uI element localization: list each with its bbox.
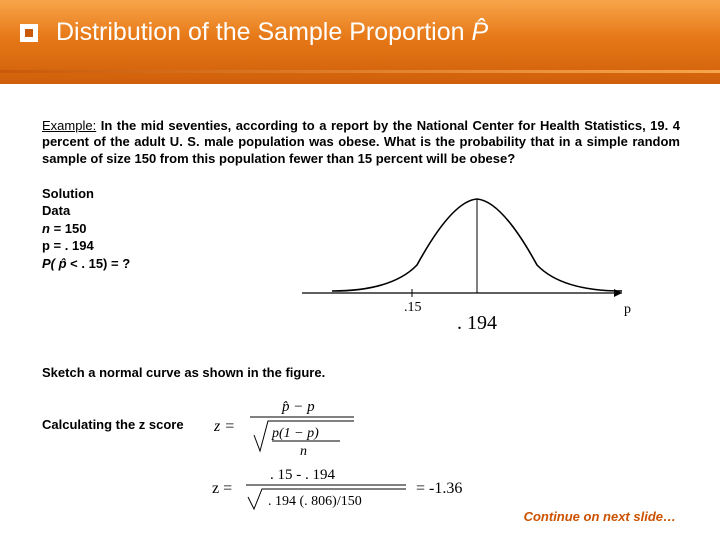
slide-title: Distribution of the Sample Proportion P̂	[56, 18, 488, 47]
header-underline	[0, 70, 720, 73]
f1-num: p̂ − p	[281, 399, 315, 415]
f2-lhs: z =	[212, 480, 232, 497]
title-text: Distribution of the Sample Proportion	[56, 18, 472, 46]
zscore-row: Calculating the z score z = p̂ − p p(1 −…	[42, 395, 680, 455]
z-formula-numeric: z = . 15 - . 194 . 194 (. 806)/150 = -1.…	[212, 461, 472, 517]
slide-body: Example: In the mid seventies, according…	[0, 84, 720, 517]
f2-den: . 194 (. 806)/150	[268, 494, 362, 509]
example-paragraph: Example: In the mid seventies, according…	[42, 118, 680, 167]
normal-curve-svg: .15 . 194 p	[302, 185, 642, 335]
solution-data-label: Data	[42, 202, 302, 220]
f2-num: . 15 - . 194	[270, 467, 335, 483]
prob-rest: < . 15) = ?	[67, 256, 131, 271]
n-rest: = 150	[50, 221, 87, 236]
title-symbol: P̂	[472, 18, 489, 46]
solution-heading: Solution	[42, 185, 302, 203]
solution-p-line: p = . 194	[42, 237, 302, 255]
z-formula-symbolic: z = p̂ − p p(1 − p) n	[214, 395, 394, 455]
zscore-label: Calculating the z score	[42, 417, 184, 433]
normal-curve-figure: .15 . 194 p	[302, 185, 680, 335]
title-bullet-icon	[20, 24, 38, 42]
solution-row: Solution Data n = 150 p = . 194 P( p̂ < …	[42, 185, 680, 335]
slide-header: Distribution of the Sample Proportion P̂	[0, 0, 720, 84]
mean-label: . 194	[457, 312, 497, 334]
f1-den-outer: p(1 − p)	[271, 426, 319, 441]
example-label: Example:	[42, 118, 96, 133]
sketch-instruction: Sketch a normal curve as shown in the fi…	[42, 365, 680, 381]
example-text: In the mid seventies, according to a rep…	[42, 118, 680, 166]
f1-den-under: n	[300, 444, 307, 459]
solution-prob-line: P( p̂ < . 15) = ?	[42, 255, 302, 273]
tick-15-label: .15	[404, 300, 422, 315]
n-var: n	[42, 221, 50, 236]
solution-n-line: n = 150	[42, 220, 302, 238]
f2-rhs: = -1.36	[416, 480, 462, 497]
prob-P: P(	[42, 256, 55, 271]
solution-text: Solution Data n = 150 p = . 194 P( p̂ < …	[42, 185, 302, 273]
axis-label: p	[624, 302, 631, 317]
f1-lhs: z =	[214, 418, 235, 435]
prob-phat: p̂	[55, 256, 67, 271]
continue-text: Continue on next slide…	[524, 509, 676, 524]
